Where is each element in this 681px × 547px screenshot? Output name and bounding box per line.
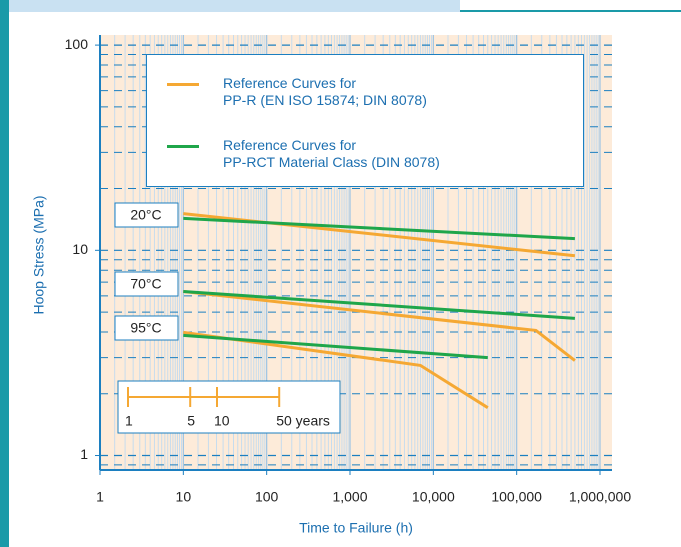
legend: Reference Curves for PP-R (EN ISO 15874;…	[146, 54, 584, 187]
temperature-label: 20°C	[114, 202, 179, 228]
x-tick-label: 10	[176, 489, 192, 505]
x-tick-label: 100,000	[491, 489, 542, 505]
temperature-box	[114, 315, 179, 341]
y-tick-label: 100	[65, 36, 89, 52]
legend-entry: Reference Curves for PP-RCT Material Cla…	[147, 137, 440, 171]
temperature-box	[114, 271, 179, 297]
marks	[183, 212, 576, 409]
x-tick-label: 1,000,000	[569, 489, 631, 505]
year-scale-label: 1	[125, 413, 133, 429]
year-scale-label: 5	[187, 413, 195, 429]
top-band	[0, 0, 460, 12]
x-tick-label: 10,000	[412, 489, 455, 505]
temperature-box	[114, 202, 179, 228]
legend-entry: Reference Curves for PP-R (EN ISO 15874;…	[147, 75, 427, 109]
temperature-label: 70°C	[114, 271, 179, 297]
year-scale-label: 50 years	[276, 413, 330, 429]
temperature-text: 20°C	[130, 207, 161, 223]
x-tick-label: 100	[255, 489, 279, 505]
legend-swatch	[167, 145, 199, 148]
series-line	[183, 216, 576, 360]
legend-swatch	[167, 83, 199, 86]
temperature-text: 70°C	[130, 276, 161, 292]
temperature-label: 95°C	[114, 315, 179, 341]
legend-label: Reference Curves for PP-RCT Material Cla…	[223, 137, 440, 170]
y-tick-label: 1	[80, 446, 88, 462]
left-stripe	[0, 0, 9, 547]
year-scale-label: 10	[214, 413, 230, 429]
x-tick-label: 1	[96, 489, 104, 505]
y-axis-title: Hoop Stress (MPa)	[31, 195, 47, 314]
y-tick-label: 10	[72, 241, 88, 257]
top-rule	[460, 10, 681, 12]
x-tick-label: 1,000	[332, 489, 367, 505]
x-axis-title: Time to Failure (h)	[299, 520, 413, 536]
legend-label: Reference Curves for PP-R (EN ISO 15874;…	[223, 75, 427, 108]
year-scale-box	[117, 380, 341, 434]
temperature-text: 95°C	[130, 320, 161, 336]
